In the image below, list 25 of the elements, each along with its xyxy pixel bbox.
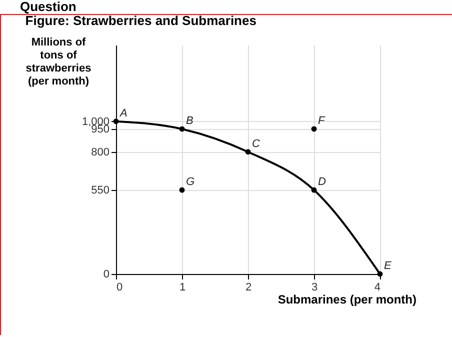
point	[179, 187, 185, 193]
x-tick-label: 3	[311, 282, 318, 294]
x-tick-label: 0	[116, 282, 123, 294]
x-tick-label: 2	[245, 282, 252, 294]
point	[377, 271, 383, 277]
x-axis-title: Submarines (per month)	[278, 292, 416, 306]
annotation: F	[318, 114, 326, 127]
y-tick-label: 800	[91, 146, 110, 158]
y-tick-label: 550	[91, 184, 110, 197]
point	[179, 126, 185, 132]
annotation: C	[252, 138, 260, 150]
y-axis-title: Millions of tons of strawberries (per month)	[26, 36, 92, 88]
x-tick-label: 4	[374, 282, 380, 294]
point	[311, 187, 317, 193]
annotation: G	[186, 176, 195, 188]
annotation: B	[186, 114, 194, 127]
annotation: E	[384, 260, 392, 272]
text: Question	[19, 0, 78, 14]
y-tick-label: 0	[103, 268, 110, 280]
annotation: D	[318, 176, 326, 188]
chart-title: Figure: Strawberries and Submarines	[25, 13, 256, 28]
point	[245, 149, 251, 155]
x-tick-label: 1	[179, 282, 186, 294]
point	[311, 126, 317, 132]
annotation: A	[119, 107, 128, 120]
